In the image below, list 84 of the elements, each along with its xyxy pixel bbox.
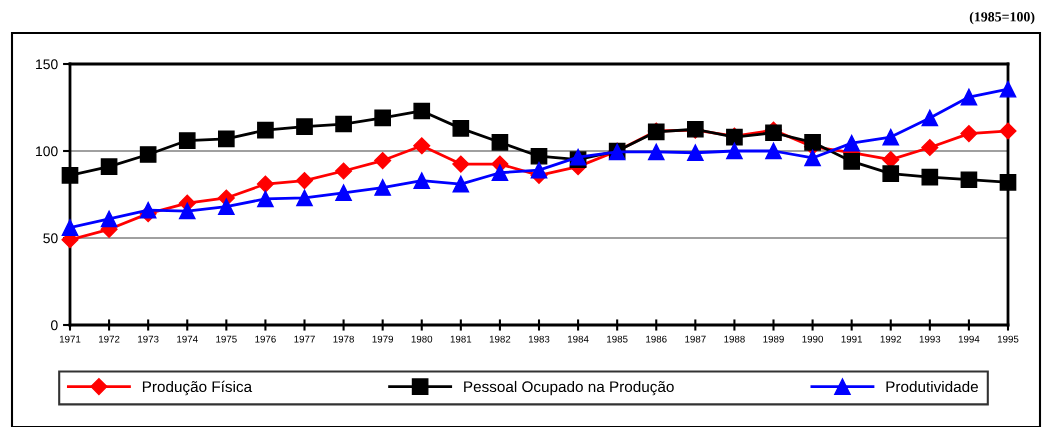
point (61, 219, 79, 236)
point (726, 142, 743, 160)
point (999, 80, 1017, 98)
point (647, 143, 665, 161)
point (882, 128, 900, 146)
point (843, 153, 861, 170)
x-tick-label: 1990 (802, 335, 824, 343)
legend-label: Produtividade (886, 380, 978, 393)
x-tick-label: 1980 (411, 335, 433, 343)
x-tick-label: 1984 (568, 335, 589, 343)
x-tick-label: 1974 (177, 335, 198, 343)
point (999, 122, 1017, 140)
y-tick-label: 150 (36, 59, 58, 70)
point (178, 202, 196, 220)
point (921, 138, 939, 157)
point (100, 158, 118, 175)
x-tick-label: 1975 (216, 335, 237, 343)
point (452, 120, 470, 137)
x-tick-label: 1983 (528, 335, 550, 343)
point (296, 189, 313, 207)
x-tick-label: 1982 (489, 335, 511, 343)
y-tick-label: 50 (43, 233, 58, 244)
point (921, 168, 939, 186)
point (413, 137, 431, 155)
point (374, 109, 392, 127)
point (960, 171, 978, 189)
x-tick-label: 1973 (138, 335, 159, 343)
point (256, 175, 274, 193)
point (296, 118, 313, 135)
x-tick-label: 1986 (646, 335, 667, 343)
point (61, 167, 79, 184)
point (335, 184, 352, 202)
x-tick-label: 1979 (372, 335, 394, 343)
legend-label: Pessoal Ocupado na Produção (464, 380, 674, 396)
point (960, 125, 978, 143)
point (374, 179, 392, 196)
point (452, 175, 470, 193)
x-tick-label: 1988 (724, 335, 745, 343)
point (295, 172, 314, 190)
x-tick-label: 1985 (607, 335, 628, 343)
point (413, 102, 431, 120)
point (374, 152, 392, 170)
y-tick-label: 100 (36, 146, 58, 157)
x-tick-label: 1991 (841, 335, 863, 343)
point (217, 130, 235, 148)
x-tick-label: 1992 (880, 335, 902, 343)
point (765, 142, 782, 160)
x-tick-label: 1993 (919, 335, 941, 343)
point (804, 133, 821, 151)
point (960, 88, 978, 106)
point (843, 134, 861, 152)
point (100, 210, 118, 228)
point (257, 121, 274, 139)
point (530, 147, 548, 165)
point (999, 173, 1017, 191)
point (921, 109, 939, 127)
legend-label: Produção Física (142, 380, 253, 396)
point (804, 149, 821, 167)
point (335, 115, 352, 133)
x-tick-label: 1994 (958, 335, 980, 343)
point (139, 201, 157, 219)
point (491, 133, 509, 151)
x-tick-label: 1987 (685, 335, 706, 343)
point (686, 144, 704, 162)
point (217, 198, 235, 216)
x-tick-label: 1976 (255, 335, 276, 343)
point (882, 165, 900, 182)
point (139, 146, 157, 163)
x-tick-label: 1995 (997, 335, 1019, 343)
x-tick-label: 1989 (763, 335, 784, 343)
point (178, 132, 196, 149)
point (491, 164, 509, 182)
point (530, 161, 548, 179)
y-tick-label: 0 (51, 320, 58, 331)
x-tick-label: 1977 (294, 335, 315, 343)
chart-title: (1985=100) (969, 11, 1035, 25)
point (452, 155, 470, 173)
point (257, 190, 274, 208)
point (413, 172, 431, 189)
x-tick-label: 1978 (333, 335, 354, 343)
point (335, 162, 353, 180)
x-tick-label: 1981 (450, 335, 472, 343)
x-tick-label: 1972 (99, 335, 120, 343)
x-tick-label: 1971 (59, 335, 81, 343)
